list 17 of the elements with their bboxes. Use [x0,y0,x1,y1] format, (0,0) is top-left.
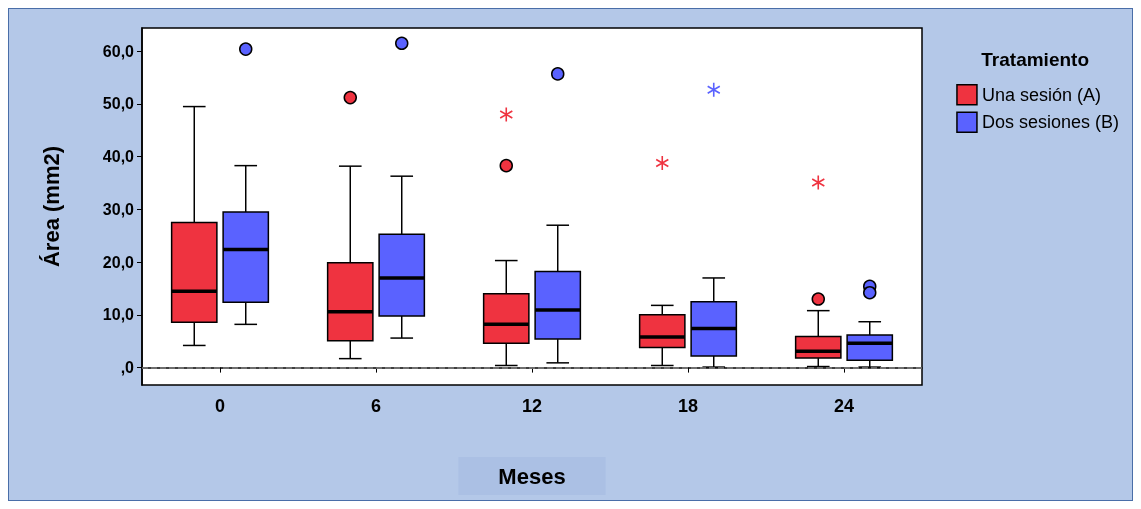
y-tick-label: 40,0 [102,148,135,166]
legend-title: Tratamiento [981,49,1090,70]
y-axis-title: Área (mm2) [38,145,64,268]
legend-label: Dos sesiones (B) [981,112,1120,133]
x-axis-title: Meses [498,463,566,489]
x-tick-label: 24 [833,396,855,416]
x-tick-label: 12 [521,396,543,416]
x-tick-label: 6 [370,396,382,416]
y-tick-label: 20,0 [102,253,135,271]
y-tick-label: ,0 [120,359,135,377]
legend-label: Una sesión (A) [981,84,1102,105]
y-tick-label: 50,0 [102,95,135,113]
x-tick-label: 0 [214,396,226,416]
y-tick-label: 60,0 [102,42,135,60]
x-tick-label: 18 [677,396,699,416]
y-tick-label: 30,0 [102,200,135,218]
y-tick-label: 10,0 [102,306,135,324]
